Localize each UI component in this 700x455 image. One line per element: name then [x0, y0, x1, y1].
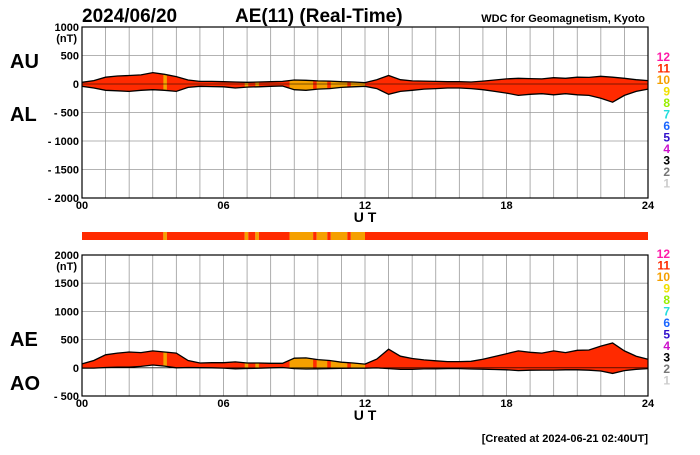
station-bar-segment	[350, 232, 365, 240]
y-tick-label: 1000	[55, 306, 79, 318]
legend-entry: 3	[663, 351, 670, 365]
ae-ao-panel: 2000 1500 1000 500 0 - 500 (nT) 00 06 12 18 24 U T AE…	[10, 250, 655, 423]
x-tick-label: 00	[76, 398, 88, 410]
station-bar-segment	[258, 232, 290, 240]
grid	[82, 255, 648, 396]
reduced-station-section	[244, 343, 249, 374]
legend-entry: 11	[657, 62, 670, 76]
y-tick-label: 0	[73, 79, 79, 91]
legend-entry: 4	[663, 339, 670, 353]
series-line-ae	[81, 342, 649, 365]
series-label-al: AL	[10, 104, 37, 126]
x-tick-label: 12	[359, 398, 371, 410]
station-bar-segment	[365, 232, 648, 240]
y-tick-label: - 1500	[48, 165, 79, 177]
station-bar-segment	[330, 232, 348, 240]
y-tick-label: - 500	[54, 391, 79, 403]
area-fill	[82, 72, 648, 103]
legend-entry: 3	[663, 154, 670, 168]
station-bar-segment	[327, 232, 331, 240]
series-line-au	[81, 71, 649, 84]
reduced-station-section	[350, 343, 365, 374]
legend-entry: 9	[663, 282, 670, 296]
reduced-station-section	[163, 343, 167, 374]
legend-entry: 8	[663, 293, 670, 307]
x-tick-label: 06	[217, 398, 229, 410]
station-bar-segment	[313, 232, 317, 240]
y-tick-label: 1000	[55, 22, 79, 34]
series-label-ae: AE	[10, 329, 38, 351]
legend-entry: 10	[657, 73, 671, 87]
reduced-station-section	[330, 343, 348, 374]
y-tick-label: 0	[73, 363, 79, 375]
chart-title: AE(11) (Real-Time)	[235, 6, 403, 27]
station-bar-segment	[244, 232, 249, 240]
x-tick-label: 12	[359, 200, 371, 212]
reduced-station-section	[289, 343, 314, 374]
legend-entry: 5	[663, 131, 670, 145]
x-tick-label: 24	[642, 200, 655, 212]
x-tick-label: 24	[642, 398, 655, 410]
station-bar-segment	[289, 232, 314, 240]
legend-entry: 2	[663, 362, 670, 376]
series-label-au: AU	[10, 51, 39, 73]
plot-frame	[81, 26, 649, 199]
x-tick-label: 06	[217, 200, 229, 212]
y-tick-label: - 500	[54, 108, 79, 120]
station-bar-segment	[347, 232, 351, 240]
reduced-station-section	[255, 343, 259, 374]
y-unit-label: (nT)	[56, 261, 77, 273]
series-label-ao: AO	[10, 373, 40, 395]
reduced-station-section	[163, 72, 167, 103]
legend-entry: 1	[663, 374, 670, 388]
reduced-station-section	[316, 72, 328, 103]
legend-entry: 12	[657, 247, 671, 261]
station-count-bar	[82, 232, 648, 240]
legend-entry: 10	[657, 270, 671, 284]
legend-entry: 8	[663, 96, 670, 110]
legend-entry: 11	[657, 259, 670, 273]
date-title: 2024/06/20	[82, 6, 177, 27]
area-fill	[82, 343, 648, 374]
x-axis-label: U T	[354, 209, 377, 225]
legend-entry: 7	[663, 305, 670, 319]
station-bar-segment	[255, 232, 259, 240]
station-bar-segment	[163, 232, 167, 240]
y-tick-label: - 2000	[48, 193, 79, 205]
x-tick-label: 00	[76, 200, 88, 212]
reduced-station-section	[316, 343, 328, 374]
series-line-al	[81, 85, 649, 103]
y-tick-label: - 1000	[48, 136, 79, 148]
y-unit-label: (nT)	[56, 33, 77, 45]
legend-entry: 4	[663, 142, 670, 156]
grid	[82, 27, 648, 198]
x-axis-label: U T	[354, 407, 377, 423]
legend-entry: 5	[663, 328, 670, 342]
station-bar-segment	[166, 232, 245, 240]
created-timestamp: [Created at 2024-06-21 02:40UT]	[482, 433, 649, 445]
station-bar-segment	[82, 232, 164, 240]
source-label: WDC for Geomagnetism, Kyoto	[481, 13, 645, 25]
legend-entry: 6	[663, 316, 670, 330]
y-tick-label: 500	[61, 335, 79, 347]
y-tick-label: 1500	[55, 278, 79, 290]
y-tick-label: 500	[61, 51, 79, 63]
reduced-station-sections	[163, 343, 365, 374]
legend-entry: 2	[663, 165, 670, 179]
station-bar-segment	[316, 232, 328, 240]
x-tick-label: 18	[500, 398, 512, 410]
legend-entry: 9	[663, 85, 670, 99]
plot-frame	[81, 254, 649, 397]
x-tick-label: 18	[500, 200, 512, 212]
legend-entry: 12	[657, 50, 671, 64]
au-al-panel: 1000 500 0 - 500 - 1000 - 1500 - 2000 (nT) 00 06 1…	[10, 22, 655, 225]
y-tick-label: 2000	[55, 250, 79, 262]
legend-entry: 6	[663, 119, 670, 133]
legend-entry: 7	[663, 108, 670, 122]
legend-entry: 1	[663, 177, 670, 191]
station-bar-segment	[248, 232, 256, 240]
